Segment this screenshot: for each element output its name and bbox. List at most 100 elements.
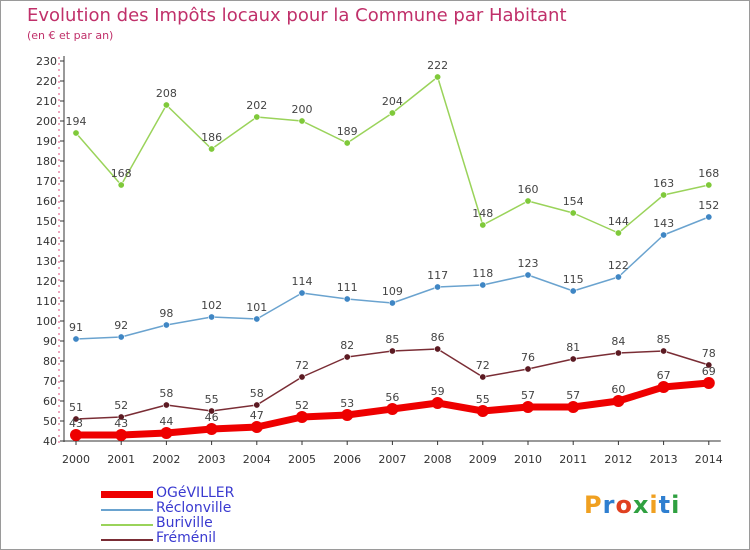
data-point-ogeviller xyxy=(657,381,670,393)
data-point-fremenil xyxy=(479,373,487,381)
legend-label: Buriville xyxy=(156,515,213,531)
data-point-buriville xyxy=(705,181,713,189)
logo-letter: x xyxy=(632,491,650,519)
data-point-buriville xyxy=(569,209,577,217)
data-point-reclonville xyxy=(660,231,668,239)
y-tick-label: 210 xyxy=(36,95,57,108)
data-point-ogeviller xyxy=(431,397,444,409)
data-point-buriville xyxy=(479,221,487,229)
data-label-reclonville: 91 xyxy=(69,321,83,334)
data-label-buriville: 222 xyxy=(427,59,448,72)
data-point-ogeviller xyxy=(386,403,399,415)
data-label-reclonville: 114 xyxy=(292,275,313,288)
data-label-reclonville: 101 xyxy=(246,301,267,314)
y-tick-label: 100 xyxy=(36,315,57,328)
data-label-ogeviller: 46 xyxy=(205,411,219,424)
x-tick-label: 2004 xyxy=(243,453,271,466)
data-label-fremenil: 55 xyxy=(205,393,219,406)
y-tick-label: 60 xyxy=(43,395,57,408)
y-tick-label: 180 xyxy=(36,155,57,168)
data-point-ogeviller xyxy=(702,377,715,389)
data-point-ogeviller xyxy=(341,409,354,421)
y-tick-label: 200 xyxy=(36,115,57,128)
data-point-buriville xyxy=(434,73,442,81)
x-tick-label: 2007 xyxy=(378,453,406,466)
x-tick-label: 2009 xyxy=(469,453,497,466)
y-tick-label: 70 xyxy=(43,375,57,388)
data-point-fremenil xyxy=(524,365,532,373)
y-tick-label: 120 xyxy=(36,275,57,288)
data-label-fremenil: 51 xyxy=(69,401,83,414)
x-tick-label: 2010 xyxy=(514,453,542,466)
data-label-ogeviller: 59 xyxy=(431,385,445,398)
data-label-reclonville: 143 xyxy=(653,217,674,230)
data-point-reclonville xyxy=(479,281,487,289)
data-point-fremenil xyxy=(208,407,216,415)
data-point-ogeviller xyxy=(250,421,263,433)
x-tick-label: 2001 xyxy=(107,453,135,466)
x-tick-label: 2005 xyxy=(288,453,316,466)
data-point-reclonville xyxy=(253,315,261,323)
data-label-fremenil: 85 xyxy=(657,333,671,346)
y-tick-label: 220 xyxy=(36,75,57,88)
data-point-buriville xyxy=(298,117,306,125)
data-label-reclonville: 115 xyxy=(563,273,584,286)
data-point-fremenil xyxy=(434,345,442,353)
data-label-reclonville: 109 xyxy=(382,285,403,298)
data-point-fremenil xyxy=(388,347,396,355)
data-label-buriville: 200 xyxy=(292,103,313,116)
data-label-fremenil: 84 xyxy=(611,335,625,348)
data-label-fremenil: 76 xyxy=(521,351,535,364)
x-tick-label: 2003 xyxy=(198,453,226,466)
logo-letter: t xyxy=(658,491,672,519)
data-label-ogeviller: 69 xyxy=(702,365,716,378)
data-point-fremenil xyxy=(253,401,261,409)
data-label-reclonville: 102 xyxy=(201,299,222,312)
data-point-reclonville xyxy=(524,271,532,279)
y-tick-label: 140 xyxy=(36,235,57,248)
data-label-ogeviller: 53 xyxy=(340,397,354,410)
data-label-ogeviller: 43 xyxy=(114,417,128,430)
data-point-reclonville xyxy=(298,289,306,297)
data-label-buriville: 208 xyxy=(156,87,177,100)
data-label-buriville: 148 xyxy=(472,207,493,220)
data-label-reclonville: 122 xyxy=(608,259,629,272)
y-tick-label: 40 xyxy=(43,435,57,448)
y-tick-label: 150 xyxy=(36,215,57,228)
y-tick-label: 50 xyxy=(43,415,57,428)
data-label-fremenil: 72 xyxy=(295,359,309,372)
data-point-reclonville xyxy=(72,335,80,343)
data-label-fremenil: 58 xyxy=(250,387,264,400)
data-label-ogeviller: 56 xyxy=(385,391,399,404)
data-label-buriville: 202 xyxy=(246,99,267,112)
y-tick-label: 80 xyxy=(43,355,57,368)
data-point-buriville xyxy=(162,101,170,109)
data-label-buriville: 163 xyxy=(653,177,674,190)
data-label-buriville: 144 xyxy=(608,215,629,228)
series-line-reclonville xyxy=(75,216,710,340)
chart-title: Evolution des Impôts locaux pour la Comm… xyxy=(27,5,567,26)
data-point-reclonville xyxy=(705,213,713,221)
data-point-ogeviller xyxy=(612,395,625,407)
data-point-buriville xyxy=(343,139,351,147)
data-point-reclonville xyxy=(162,321,170,329)
legend-label: Réclonville xyxy=(156,500,232,516)
data-point-fremenil xyxy=(705,361,713,369)
x-tick-label: 2006 xyxy=(333,453,361,466)
data-point-fremenil xyxy=(298,373,306,381)
logo-letter: i xyxy=(649,491,659,519)
x-tick-label: 2014 xyxy=(695,453,723,466)
data-point-reclonville xyxy=(117,333,125,341)
data-label-ogeviller: 57 xyxy=(521,389,535,402)
data-label-buriville: 168 xyxy=(111,167,132,180)
data-label-ogeviller: 44 xyxy=(159,415,173,428)
data-point-reclonville xyxy=(343,295,351,303)
data-label-ogeviller: 55 xyxy=(476,393,490,406)
legend-swatch xyxy=(101,524,153,526)
legend-swatch xyxy=(101,491,153,498)
data-label-ogeviller: 57 xyxy=(566,389,580,402)
data-point-ogeviller xyxy=(476,405,489,417)
data-point-reclonville xyxy=(434,283,442,291)
legend-swatch xyxy=(101,539,153,541)
